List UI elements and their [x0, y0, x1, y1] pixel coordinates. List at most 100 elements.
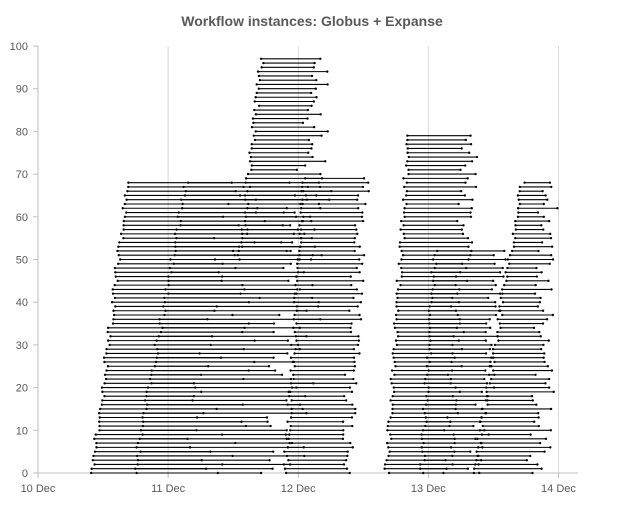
- instance-end-marker: [544, 437, 548, 441]
- instance-end-marker: [540, 224, 543, 227]
- instance-start-marker: [122, 224, 125, 227]
- instance-start-marker: [95, 441, 98, 445]
- instance-start-marker: [432, 258, 435, 261]
- instance-start-marker: [518, 202, 522, 206]
- instance-end-marker: [355, 228, 358, 231]
- instance-end-marker: [286, 352, 289, 355]
- instance-end-marker: [467, 151, 471, 154]
- instance-start-marker: [501, 301, 505, 304]
- instance-start-marker: [94, 433, 97, 436]
- instance-start-marker: [418, 467, 422, 470]
- instance-start-marker: [243, 219, 247, 223]
- y-tick-label: 0: [22, 468, 28, 480]
- instance-start-marker: [103, 382, 106, 385]
- instance-start-marker: [478, 429, 482, 432]
- instance-start-marker: [425, 420, 428, 423]
- instance-start-marker: [93, 450, 97, 453]
- instance-end-marker: [354, 407, 357, 411]
- instance-end-marker: [550, 245, 554, 248]
- instance-start-marker: [182, 185, 185, 189]
- instance-start-marker: [518, 189, 521, 193]
- instance-end-marker: [358, 313, 361, 317]
- instance-end-marker: [469, 211, 472, 214]
- instance-end-marker: [535, 275, 538, 278]
- instance-end-marker: [259, 471, 263, 475]
- instance-start-marker: [430, 292, 433, 295]
- instance-end-marker: [272, 450, 275, 453]
- instance-start-marker: [511, 232, 515, 236]
- instance-end-marker: [549, 446, 552, 449]
- instance-end-marker: [494, 305, 497, 308]
- instance-end-marker: [312, 100, 315, 103]
- instance-start-marker: [104, 377, 108, 381]
- instance-start-marker: [295, 305, 298, 308]
- instance-start-marker: [173, 232, 177, 236]
- instance-start-marker: [423, 454, 427, 458]
- instance-end-marker: [350, 390, 354, 394]
- instance-start-marker: [244, 177, 248, 180]
- instance-end-marker: [306, 117, 309, 120]
- instance-start-marker: [475, 458, 478, 462]
- instance-start-marker: [116, 249, 119, 253]
- instance-end-marker: [357, 207, 360, 210]
- x-tick-label: 11 Dec: [151, 483, 186, 495]
- instance-start-marker: [385, 441, 389, 445]
- instance-start-marker: [391, 412, 394, 415]
- instance-end-marker: [461, 232, 465, 236]
- instance-start-marker: [431, 288, 434, 291]
- instance-start-marker: [517, 211, 520, 214]
- instance-end-marker: [280, 373, 284, 376]
- instance-start-marker: [244, 215, 248, 218]
- instance-end-marker: [361, 262, 364, 265]
- instance-start-marker: [167, 279, 170, 283]
- instance-end-marker: [271, 467, 274, 470]
- instance-start-marker: [402, 224, 405, 227]
- instance-start-marker: [136, 441, 140, 445]
- instance-end-marker: [268, 458, 271, 462]
- instance-end-marker: [346, 454, 349, 458]
- instance-start-marker: [393, 360, 396, 364]
- instance-end-marker: [491, 279, 495, 283]
- instance-end-marker: [290, 241, 294, 244]
- x-tick-label: 13 Dec: [411, 483, 446, 495]
- instance-start-marker: [512, 245, 516, 248]
- instance-start-marker: [499, 326, 502, 330]
- instance-start-marker: [506, 258, 509, 261]
- instance-end-marker: [549, 254, 553, 257]
- instance-start-marker: [122, 236, 125, 240]
- instance-end-marker: [470, 207, 473, 210]
- chart-title: Workflow instances: Globus + Expanse: [181, 13, 443, 29]
- instance-start-marker: [302, 189, 305, 193]
- instance-end-marker: [543, 360, 546, 364]
- instance-start-marker: [387, 446, 390, 449]
- instance-end-marker: [504, 258, 507, 261]
- instance-start-marker: [135, 471, 138, 475]
- instance-start-marker: [125, 198, 128, 201]
- instance-start-marker: [493, 360, 496, 364]
- instance-end-marker: [487, 296, 490, 300]
- instance-end-marker: [531, 471, 534, 475]
- instance-start-marker: [402, 185, 406, 189]
- instance-start-marker: [289, 356, 293, 359]
- instance-start-marker: [172, 262, 176, 265]
- instance-end-marker: [362, 177, 366, 180]
- instance-end-marker: [551, 313, 555, 317]
- instance-end-marker: [288, 224, 292, 227]
- instance-start-marker: [504, 271, 507, 274]
- instance-start-marker: [95, 446, 98, 449]
- instance-start-marker: [111, 322, 115, 325]
- instance-start-marker: [125, 211, 128, 214]
- instance-start-marker: [390, 382, 393, 385]
- instance-start-marker: [109, 335, 112, 338]
- instance-start-marker: [388, 450, 391, 453]
- instance-end-marker: [483, 377, 486, 381]
- instance-end-marker: [353, 236, 357, 240]
- instance-start-marker: [136, 463, 139, 466]
- instance-start-marker: [241, 236, 244, 240]
- instance-start-marker: [240, 228, 243, 231]
- instance-start-marker: [122, 219, 126, 223]
- instance-start-marker: [508, 254, 512, 257]
- instance-start-marker: [293, 292, 296, 295]
- instance-end-marker: [550, 185, 553, 189]
- tick-labels: 10 Dec 11 Dec 12 Dec 13 Dec 14 Dec 0 10 20 30 40 5…: [10, 41, 577, 495]
